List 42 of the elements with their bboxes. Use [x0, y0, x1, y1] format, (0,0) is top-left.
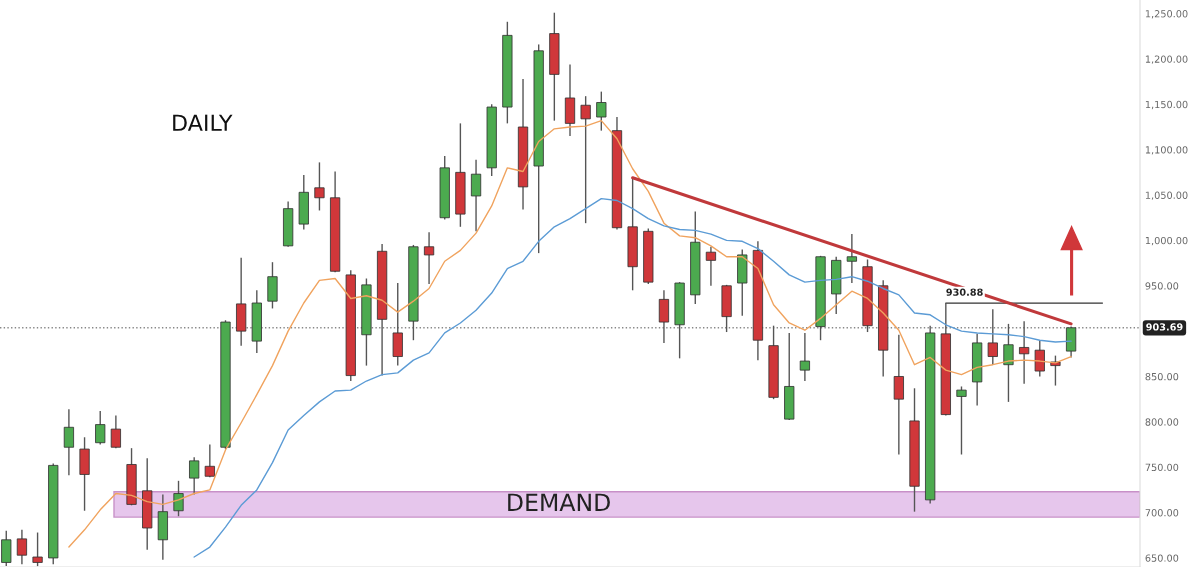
candlestick: [799, 332, 811, 382]
candlestick: [470, 158, 482, 233]
y-tick-label: 1,050.00: [1145, 191, 1188, 200]
candlestick: [173, 480, 184, 517]
y-tick-label: 950.00: [1145, 282, 1179, 290]
candlestick: [204, 443, 215, 478]
candlestick: [956, 385, 967, 456]
y-tick-label: 1,000.00: [1145, 236, 1188, 246]
y-tick-label: 1,100.00: [1145, 146, 1188, 155]
y-tick-label: 1,200.00: [1145, 55, 1188, 64]
candlestick: [314, 161, 325, 212]
candlestick: [110, 414, 121, 449]
candlestick: [987, 308, 998, 366]
band-label: DEMAND: [508, 493, 610, 511]
candlestick: [392, 282, 403, 367]
candlestick: [705, 246, 717, 287]
ref-line-label: 903.69: [1146, 323, 1183, 331]
candlestick: [1003, 323, 1014, 403]
candlestick: [846, 233, 857, 284]
candlestick: [1019, 320, 1030, 385]
candlestick: [189, 456, 200, 496]
candlestick: [95, 410, 106, 446]
candlestick: [1065, 325, 1077, 359]
y-tick-label: 800.00: [1145, 418, 1179, 426]
y-tick-label: 1,250.00: [1145, 10, 1188, 19]
candlestick: [32, 531, 43, 567]
candlestick: [658, 289, 670, 344]
candlestick: [16, 529, 28, 565]
candlestick: [1034, 339, 1045, 378]
y-tick-label: 850.00: [1145, 372, 1179, 381]
candlestick: [1, 530, 12, 567]
candlestick: [580, 95, 591, 224]
y-tick-label: 750.00: [1145, 463, 1179, 472]
annotation: DAILY: [173, 114, 233, 131]
candlestick: [596, 90, 607, 132]
candlestick: [893, 334, 904, 456]
ref-line-label: 930.88: [946, 288, 983, 296]
y-tick-label: 1,150.00: [1145, 100, 1188, 110]
candlestick: [63, 408, 75, 477]
y-tick-label: 700.00: [1145, 509, 1179, 517]
y-tick-label: 650.00: [1145, 554, 1179, 562]
candlestick: [423, 231, 435, 285]
